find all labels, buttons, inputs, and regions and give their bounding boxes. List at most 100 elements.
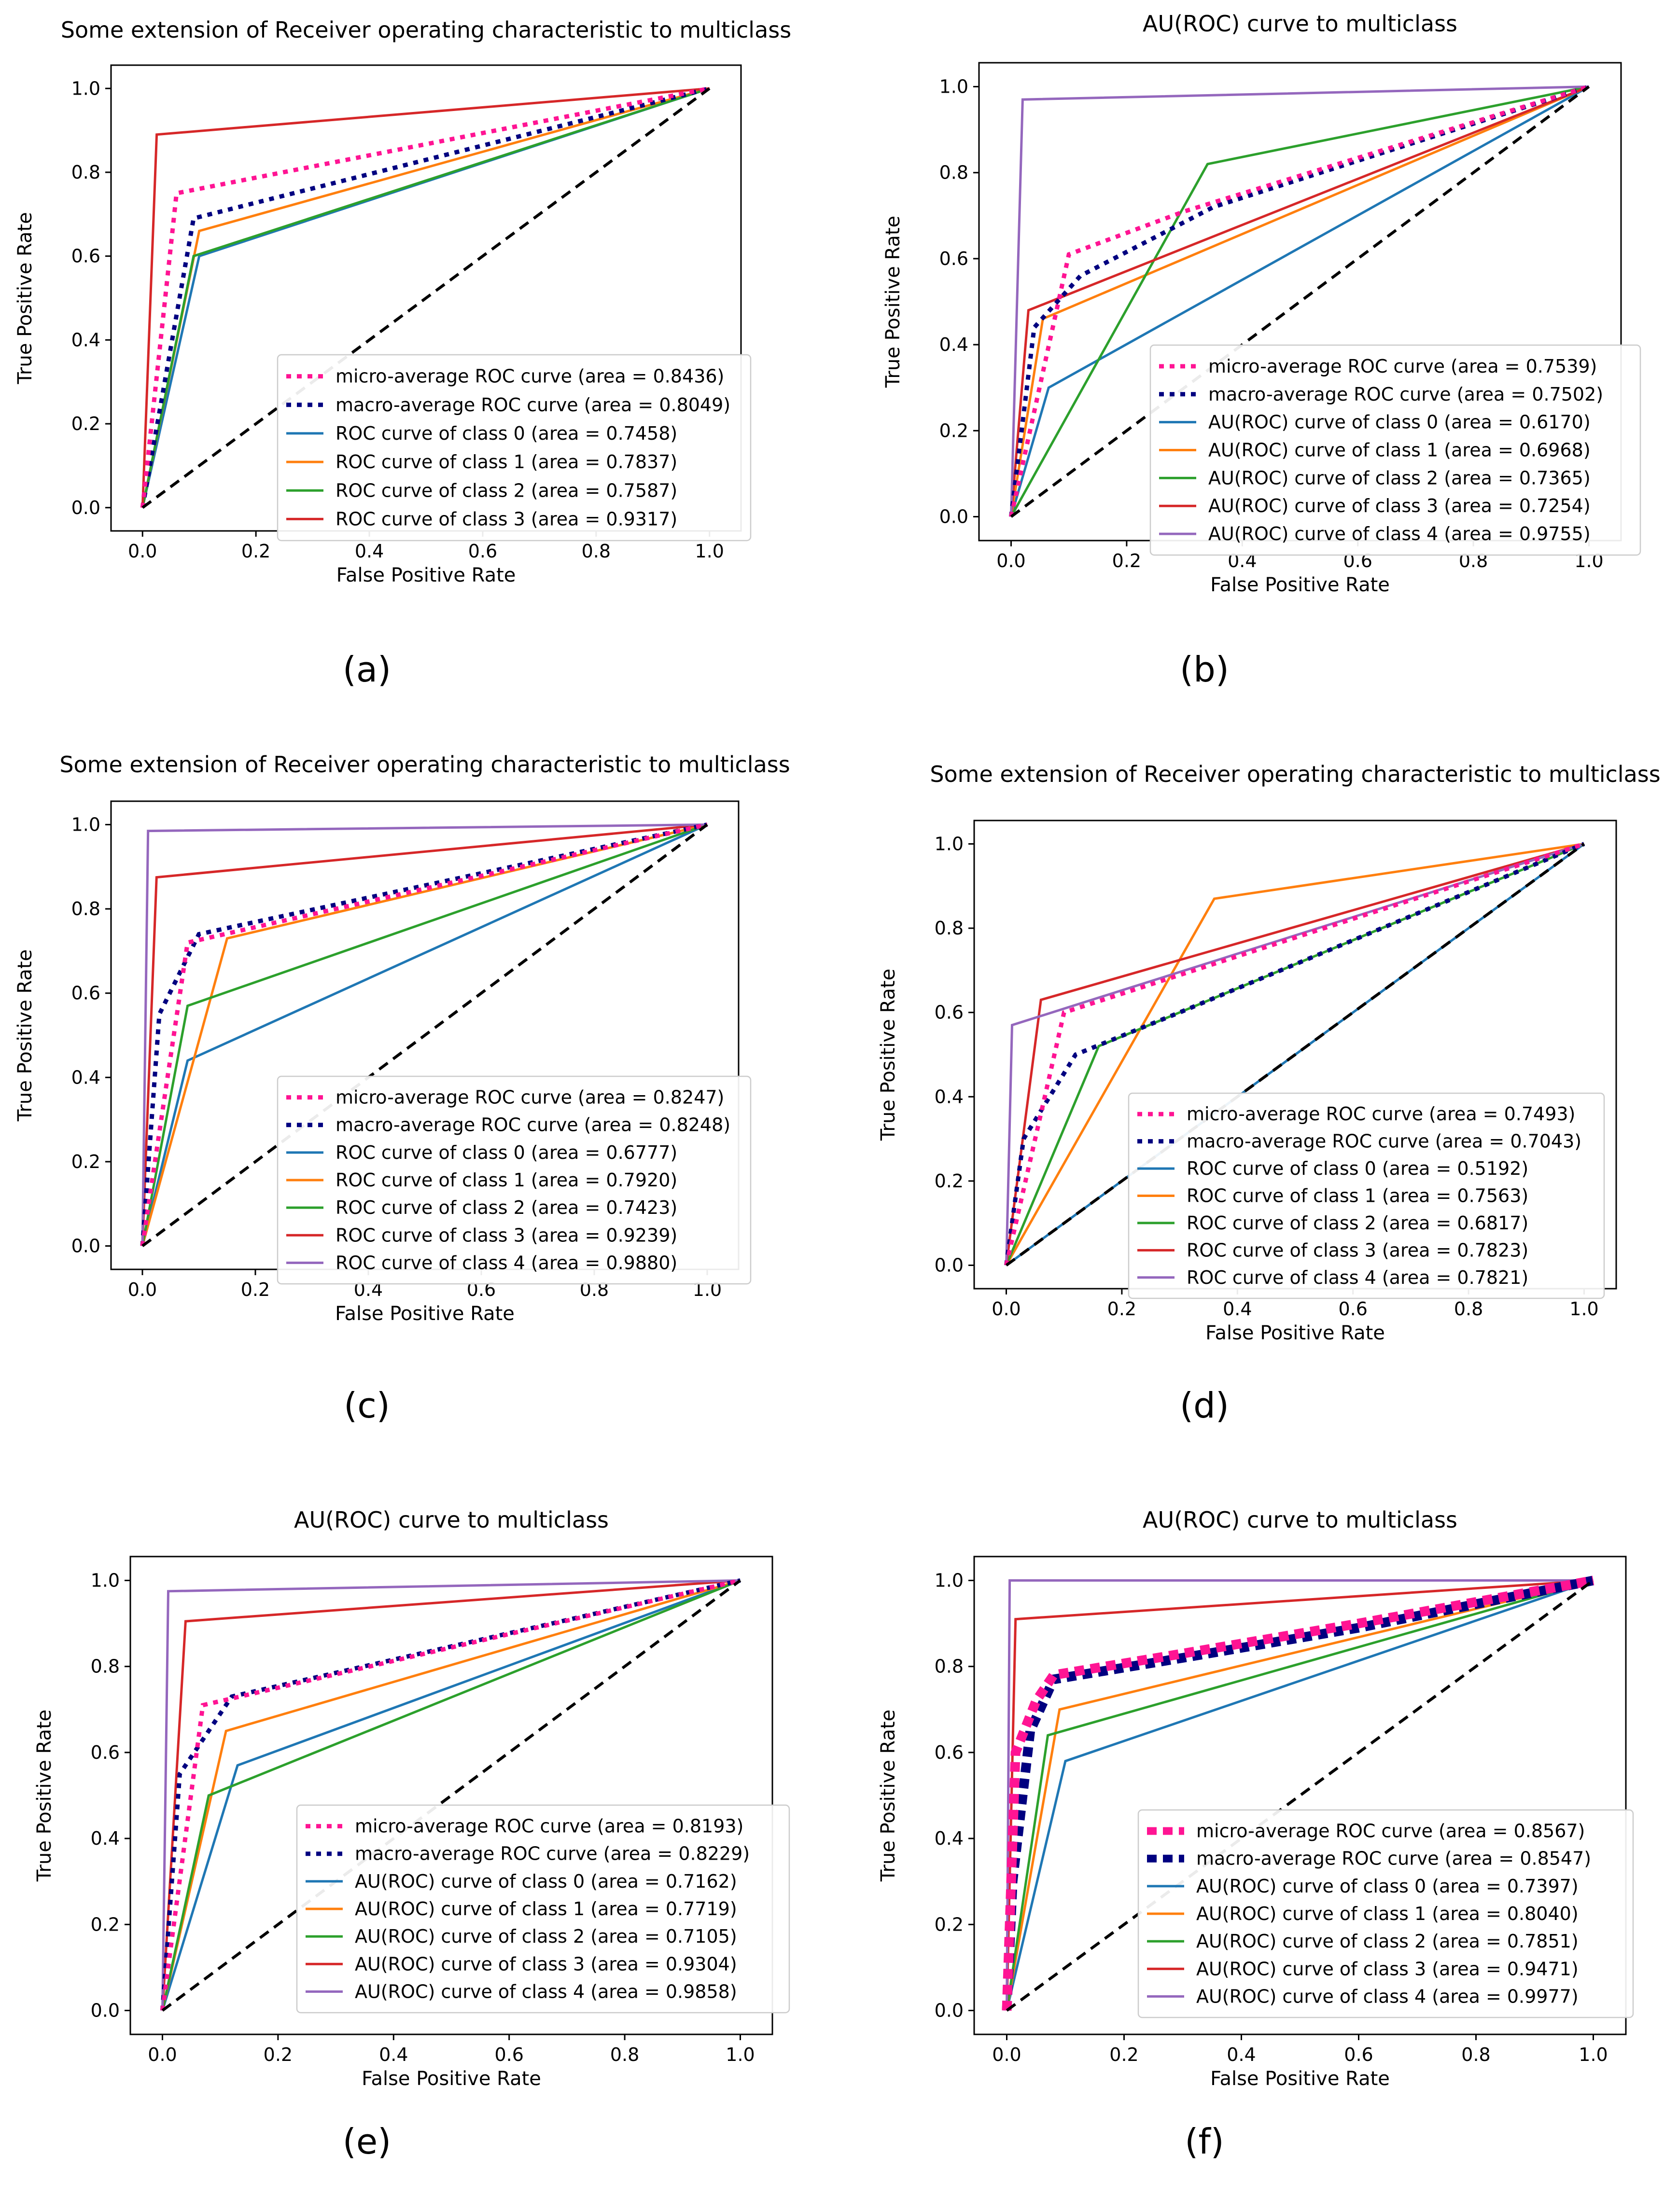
legend-label: ROC curve of class 2 (area = 0.7587) bbox=[336, 480, 677, 501]
y-tick-label: 0.0 bbox=[91, 2000, 120, 2021]
legend-label: AU(ROC) curve of class 0 (area = 0.7397) bbox=[1196, 1876, 1579, 1897]
legend-label: ROC curve of class 2 (area = 0.6817) bbox=[1187, 1212, 1528, 1234]
x-tick-label: 0.2 bbox=[264, 2044, 293, 2065]
chance-line bbox=[1005, 843, 1585, 1266]
x-tick-label: 0.2 bbox=[241, 1279, 270, 1300]
y-tick-label: 0.6 bbox=[935, 1742, 964, 1763]
y-tick-label: 0.8 bbox=[91, 1656, 120, 1677]
series-line-class4 bbox=[1006, 1579, 1594, 2011]
x-axis-label: False Positive Rate bbox=[1210, 574, 1390, 596]
legend-label: AU(ROC) curve of class 2 (area = 0.7851) bbox=[1196, 1931, 1579, 1952]
series-group bbox=[1002, 1575, 1594, 2012]
series-line-class1 bbox=[141, 823, 708, 1247]
panel-f: AU(ROC) curve to multiclass 0.0 0.2 0.4 0.6 0… bbox=[839, 1477, 1678, 2143]
x-tick-label: 0.0 bbox=[992, 1298, 1021, 1320]
x-tick-label: 0.8 bbox=[1454, 1298, 1483, 1320]
plot-frame bbox=[129, 1556, 773, 2035]
y-tick-label: 0.8 bbox=[935, 1656, 964, 1677]
legend-label: macro-average ROC curve (area = 0.8547) bbox=[1196, 1848, 1591, 1869]
legend-label: micro-average ROC curve (area = 0.7493) bbox=[1187, 1103, 1575, 1125]
x-tick-label: 0.0 bbox=[996, 550, 1025, 571]
legend-label: AU(ROC) curve of class 4 (area = 0.9977) bbox=[1196, 1986, 1579, 2007]
series-line-class0 bbox=[1010, 85, 1590, 517]
chart-a: Some extension of Receiver operating cha… bbox=[14, 17, 791, 586]
x-tick-label: 1.0 bbox=[726, 2044, 755, 2065]
y-axis-label: True Positive Rate bbox=[14, 212, 36, 384]
legend-label: ROC curve of class 2 (area = 0.7423) bbox=[336, 1197, 677, 1218]
series-line-class2 bbox=[141, 823, 708, 1246]
legend-label: AU(ROC) curve of class 3 (area = 0.9471) bbox=[1196, 1958, 1579, 1979]
y-tick-label: 1.0 bbox=[935, 834, 964, 855]
series-line-class4 bbox=[1010, 85, 1589, 517]
legend-label: AU(ROC) curve of class 2 (area = 0.7105) bbox=[355, 1926, 737, 1947]
legend-label: AU(ROC) curve of class 4 (area = 0.9755) bbox=[1208, 523, 1591, 544]
series-line-micro bbox=[140, 822, 708, 1247]
y-tick-label: 0.4 bbox=[91, 1828, 120, 1849]
x-axis-label: False Positive Rate bbox=[362, 2068, 541, 2090]
y-axis-label: True Positive Rate bbox=[14, 949, 36, 1122]
y-tick-label: 0.6 bbox=[71, 983, 100, 1004]
y-tick-label: 1.0 bbox=[71, 814, 100, 835]
chart-title: Some extension of Receiver operating cha… bbox=[930, 761, 1660, 787]
y-axis-label: True Positive Rate bbox=[33, 1710, 56, 1882]
series-group bbox=[1004, 842, 1585, 1266]
legend-label: micro-average ROC curve (area = 0.8567) bbox=[1196, 1821, 1585, 1842]
x-tick-label: 0.4 bbox=[1227, 2044, 1256, 2065]
series-line-class1 bbox=[1006, 1579, 1594, 2011]
panel-d: Some extension of Receiver operating cha… bbox=[839, 738, 1678, 1405]
legend-box bbox=[1137, 1809, 1634, 2018]
series-line-class2 bbox=[141, 87, 710, 508]
panel-label-e: (e) bbox=[342, 2121, 392, 2162]
y-axis-label: True Positive Rate bbox=[877, 1710, 899, 1882]
series-line-class2 bbox=[161, 1579, 741, 2011]
legend-label: AU(ROC) curve of class 1 (area = 0.8040) bbox=[1196, 1903, 1579, 1924]
chart-title: AU(ROC) curve to multiclass bbox=[1143, 11, 1457, 37]
panel-c: Some extension of Receiver operating cha… bbox=[0, 738, 839, 1405]
chart-title: Some extension of Receiver operating cha… bbox=[59, 751, 790, 778]
series-line-micro bbox=[1002, 1575, 1594, 2011]
legend-box bbox=[277, 354, 752, 542]
x-tick-label: 0.6 bbox=[1338, 1298, 1367, 1320]
chart-f: AU(ROC) curve to multiclass 0.0 0.2 0.4 0.6 0… bbox=[877, 1507, 1634, 2090]
x-tick-label: 1.0 bbox=[695, 541, 724, 562]
y-tick-label: 1.0 bbox=[935, 1570, 964, 1591]
series-line-micro bbox=[1009, 84, 1590, 517]
x-tick-label: 0.0 bbox=[128, 541, 157, 562]
x-tick-label: 0.2 bbox=[1109, 2044, 1138, 2065]
legend-label: macro-average ROC curve (area = 0.7043) bbox=[1187, 1131, 1581, 1152]
series-line-micro bbox=[160, 1578, 741, 2011]
legend-label: AU(ROC) curve of class 3 (area = 0.9304) bbox=[355, 1953, 737, 1975]
y-tick-label: 0.2 bbox=[91, 1914, 120, 1935]
y-tick-label: 0.0 bbox=[71, 1236, 100, 1257]
chart-title: Some extension of Receiver operating cha… bbox=[61, 17, 791, 43]
y-tick-label: 0.2 bbox=[71, 413, 100, 434]
legend-label: ROC curve of class 1 (area = 0.7837) bbox=[336, 451, 677, 473]
series-line-class2 bbox=[1010, 85, 1589, 517]
legend-label: ROC curve of class 0 (area = 0.5192) bbox=[1187, 1158, 1528, 1179]
plot-frame bbox=[973, 1556, 1627, 2035]
panel-label-c: (c) bbox=[344, 1385, 390, 1426]
legend-label: AU(ROC) curve of class 4 (area = 0.9858) bbox=[355, 1981, 737, 2002]
chart-d: Some extension of Receiver operating cha… bbox=[877, 761, 1661, 1344]
y-tick-label: 0.2 bbox=[71, 1151, 100, 1172]
legend-label: ROC curve of class 3 (area = 0.9239) bbox=[336, 1224, 677, 1246]
y-tick-label: 0.4 bbox=[71, 1067, 100, 1088]
series-line-macro bbox=[140, 822, 708, 1246]
legend-box bbox=[296, 1804, 790, 2014]
y-tick-label: 0.8 bbox=[939, 162, 968, 183]
y-axis-label: True Positive Rate bbox=[882, 216, 904, 388]
y-tick-label: 0.6 bbox=[935, 1002, 964, 1023]
chart-b: AU(ROC) curve to multiclass 0.0 0.2 0.4 0.6 0… bbox=[882, 11, 1641, 596]
series-line-class3 bbox=[141, 823, 708, 1246]
y-tick-label: 0.4 bbox=[71, 329, 100, 350]
y-tick-label: 0.4 bbox=[939, 334, 968, 355]
series-group bbox=[140, 86, 711, 509]
x-axis-label: False Positive Rate bbox=[1205, 1322, 1385, 1344]
legend-label: macro-average ROC curve (area = 0.8049) bbox=[336, 394, 730, 416]
x-tick-label: 1.0 bbox=[1579, 2044, 1608, 2065]
legend-label: ROC curve of class 0 (area = 0.7458) bbox=[336, 423, 677, 444]
x-tick-label: 0.8 bbox=[582, 541, 611, 562]
legend-label: AU(ROC) curve of class 0 (area = 0.6170) bbox=[1208, 412, 1591, 433]
series-line-macro bbox=[140, 86, 710, 508]
